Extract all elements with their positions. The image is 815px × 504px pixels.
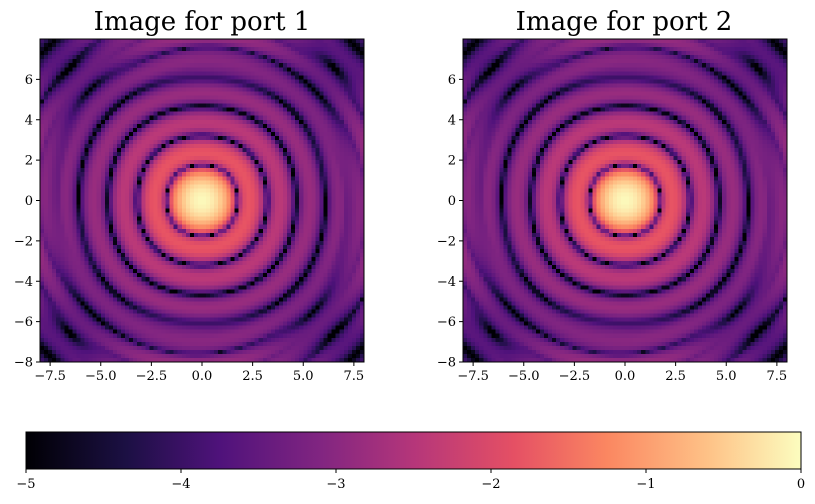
colorbar-tick-label: −4	[171, 477, 190, 492]
panel-2-xtick-label: 2.5	[665, 369, 686, 384]
panel-1-xtick-label: 7.5	[344, 369, 365, 384]
colorbar-tick-label: −1	[636, 477, 655, 492]
panel-2-ytick-label: 6	[448, 73, 456, 88]
panel-1-ytick-label: 6	[25, 73, 33, 88]
colorbar-ticks: −5 −4 −3 −2 −1 0	[16, 469, 805, 492]
panel-1-xtick-label: 5.0	[293, 369, 314, 384]
panel-1-heatmap	[40, 39, 364, 362]
colorbar-tick-label: −5	[16, 477, 35, 492]
panel-1-ytick-label: 2	[25, 154, 33, 169]
panel-1-ytick-label: −4	[14, 275, 33, 290]
panel-2-xtick-label: −2.5	[559, 369, 591, 384]
colorbar: −5 −4 −3 −2 −1 0	[16, 431, 805, 492]
panel-1-ytick-label: 4	[25, 113, 33, 128]
panel-1-xtick-label: −5.0	[85, 369, 117, 384]
panel-1-xtick-label: 0.0	[192, 369, 213, 384]
panel-2-ytick-label: −8	[437, 356, 456, 371]
panel-2-ytick-label: 4	[448, 113, 456, 128]
panel-2-title: Image for port 2	[516, 7, 733, 37]
colorbar-tick-label: −3	[326, 477, 345, 492]
panel-1-ytick-label: 0	[25, 194, 33, 209]
panel-2-xtick-label: −5.0	[508, 369, 540, 384]
panel-1-title: Image for port 1	[94, 7, 311, 37]
colorbar-tick-label: −2	[481, 477, 500, 492]
panel-2-ytick-label: 2	[448, 154, 456, 169]
panel-1-ytick-label: −6	[14, 315, 33, 330]
panel-1-xtick-label: −7.5	[34, 369, 66, 384]
panel-2-ytick-label: −2	[437, 234, 456, 249]
panel-2-xtick-label: −7.5	[457, 369, 489, 384]
panel-2-xtick-label: 7.5	[767, 369, 788, 384]
colorbar-gradient	[25, 431, 802, 470]
panel-2-axes: −7.5 −5.0 −2.5 0.0 2.5 5.0 7.5 6 4 2 0 −2 −4 −6 −8	[437, 73, 787, 384]
panel-port-1: Image for port 1 −7.5 −5.0 −2.5 0.0 2.5 5.0 7.…	[14, 7, 365, 384]
panel-1-axes: −7.5 −5.0 −2.5 0.0 2.5 5.0 7.5 6 4 2 0 −2 −4 −6 −8	[14, 73, 364, 384]
colorbar-tick-label: 0	[797, 477, 805, 492]
panel-2-xtick-label: 5.0	[716, 369, 737, 384]
panel-1-xtick-label: −2.5	[136, 369, 168, 384]
panel-1-ytick-label: −2	[14, 234, 33, 249]
panel-2-ytick-label: −6	[437, 315, 456, 330]
panel-1-xtick-label: 2.5	[242, 369, 263, 384]
panel-port-2: Image for port 2 −7.5 −5.0 −2.5 0.0 2.5 5.0 7.…	[437, 7, 788, 384]
panel-2-ytick-label: −4	[437, 275, 456, 290]
panel-1-ytick-label: −8	[14, 356, 33, 371]
panel-2-ytick-label: 0	[448, 194, 456, 209]
panel-2-xtick-label: 0.0	[615, 369, 636, 384]
panel-2-heatmap	[463, 39, 787, 362]
